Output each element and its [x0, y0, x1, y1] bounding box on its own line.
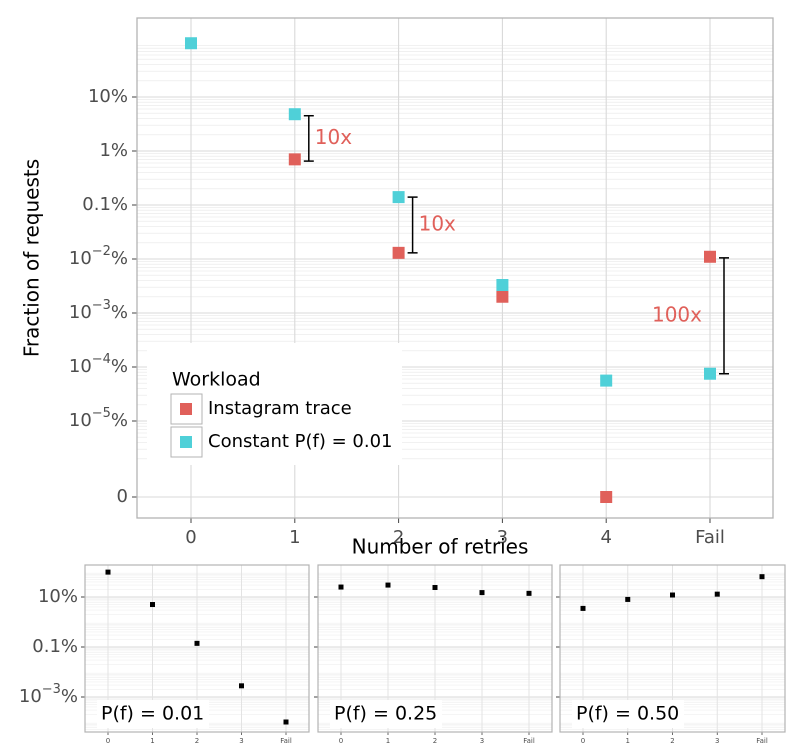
y-tick-label: 0.1% — [32, 636, 78, 657]
main-chart: 10% 1% 0.1% 10−2% 10−3% 10−4% 10−5% 0 0 1 2 3 4 Fail N… — [20, 17, 774, 559]
panel-label: P(f) = 0.25 — [334, 703, 437, 725]
x-tick-label: 3 — [497, 527, 508, 548]
y-tick-label: 10% — [88, 86, 128, 107]
y-tick-label: 10% — [38, 586, 78, 607]
point — [338, 584, 344, 590]
point-instagram-trace — [288, 153, 301, 166]
point — [580, 605, 586, 611]
point — [670, 592, 675, 598]
point-instagram-trace — [496, 290, 509, 303]
panel-label: P(f) = 0.01 — [101, 703, 204, 725]
point — [432, 584, 438, 590]
point — [714, 591, 720, 597]
point-constant-pf — [392, 191, 405, 204]
panel-label: P(f) = 0.50 — [576, 703, 679, 725]
panel-label-background — [330, 700, 442, 728]
point-instagram-trace — [704, 250, 716, 263]
x-tick-label: 2 — [195, 737, 199, 745]
x-tick-label: 0 — [339, 737, 343, 745]
point-instagram-trace — [600, 491, 613, 503]
y-tick-label: 10−3% — [69, 297, 128, 323]
panel-label-background — [97, 700, 209, 728]
y-tick-label: 10−2% — [69, 243, 128, 269]
point-constant-pf — [185, 37, 197, 50]
point — [150, 602, 155, 608]
point-constant-pf — [704, 367, 716, 380]
x-tick-label: 0 — [106, 737, 110, 745]
x-tick-label: 1 — [626, 737, 630, 745]
panel-border — [317, 564, 553, 733]
x-tick-label: 2 — [433, 737, 437, 745]
small-multiple-pf-025: 0 1 2 3 Fail P(f) = 0.25 — [314, 564, 553, 745]
legend-entry: Instagram trace — [208, 398, 352, 419]
x-tick-label: 2 — [670, 737, 674, 745]
y-tick-label: 10−5% — [69, 405, 128, 431]
legend-key-swatch — [180, 436, 192, 448]
legend-entry: Constant P(f) = 0.01 — [208, 431, 392, 452]
point — [283, 719, 289, 725]
point-constant-pf — [496, 279, 509, 292]
y-tick-label: 0.1% — [82, 194, 128, 215]
y-tick-label: 0 — [117, 486, 128, 507]
y-tick-label: 10−3% — [19, 681, 78, 707]
y-tick-label: 1% — [99, 140, 128, 161]
small-multiple-pf-001: 10% 0.1% 10−3% 0 1 2 3 Fail P(f) = 0.01 — [19, 564, 310, 745]
x-tick-label: 3 — [715, 737, 719, 745]
panel-border — [559, 564, 786, 733]
point-constant-pf — [600, 374, 613, 387]
x-tick-label: 2 — [393, 527, 404, 548]
x-tick-label: 3 — [239, 737, 243, 745]
legend-key-swatch — [180, 403, 192, 415]
x-tick-label: Fail — [523, 737, 535, 745]
x-tick-label: Fail — [756, 737, 768, 745]
point — [479, 590, 485, 596]
annotation-label: 10x — [419, 211, 456, 235]
point — [385, 582, 391, 588]
x-tick-label: 3 — [480, 737, 484, 745]
point — [625, 596, 631, 602]
annotation-label: 100x — [652, 302, 702, 326]
point — [526, 590, 532, 596]
y-tick-label: 10−4% — [69, 351, 128, 377]
point-instagram-trace — [392, 246, 405, 259]
point — [759, 574, 765, 580]
x-tick-label: 1 — [289, 527, 300, 548]
x-tick-label: 0 — [185, 527, 196, 548]
point-constant-pf — [288, 108, 301, 121]
small-multiple-pf-050: 0 1 2 3 Fail P(f) = 0.50 — [556, 564, 786, 745]
point — [105, 569, 111, 575]
x-axis-title: Number of retries — [352, 535, 529, 559]
x-tick-label: Fail — [280, 737, 292, 745]
y-axis-title: Fraction of requests — [20, 159, 44, 357]
annotation-label: 10x — [315, 125, 352, 149]
legend-title: Workload — [172, 369, 261, 391]
point — [194, 640, 200, 646]
point — [239, 683, 244, 689]
x-tick-label: 1 — [386, 737, 390, 745]
plot-border — [136, 17, 774, 519]
x-tick-label: 1 — [150, 737, 154, 745]
x-tick-label: 4 — [600, 527, 611, 548]
x-tick-label: 0 — [581, 737, 585, 745]
panel-label-background — [572, 700, 684, 728]
x-tick-label: Fail — [695, 527, 725, 548]
panel-border — [84, 564, 310, 733]
